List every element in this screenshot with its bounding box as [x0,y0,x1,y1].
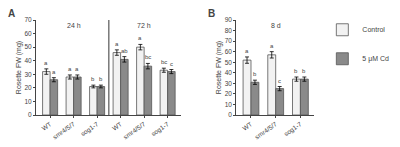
svg-text:a: a [270,43,274,49]
svg-text:30: 30 [225,80,233,87]
svg-text:b: b [99,76,103,82]
svg-text:Control: Control [362,26,385,33]
svg-text:a: a [68,66,72,72]
svg-text:ab: ab [121,48,128,54]
svg-text:10: 10 [225,101,233,108]
svg-text:A: A [8,8,15,19]
svg-text:80: 80 [225,27,233,34]
svg-text:c: c [278,78,281,84]
svg-text:b: b [253,71,257,77]
svg-text:b: b [302,68,306,74]
svg-text:a: a [44,60,48,66]
svg-text:0: 0 [228,111,232,118]
svg-text:70: 70 [225,37,233,44]
svg-text:5 μM Cd: 5 μM Cd [362,55,389,63]
svg-text:0: 0 [28,111,32,118]
svg-text:Rosette FW (mg): Rosette FW (mg) [15,41,23,94]
svg-text:10: 10 [24,98,32,105]
svg-text:smr4/5/7: smr4/5/7 [51,120,76,140]
svg-text:sog1-7: sog1-7 [150,120,171,138]
svg-text:bc: bc [161,59,167,65]
svg-text:40: 40 [225,69,233,76]
svg-text:c: c [170,61,173,67]
svg-text:WT: WT [40,120,52,132]
svg-text:bc: bc [145,54,151,60]
svg-text:30: 30 [24,71,32,78]
svg-text:72 h: 72 h [137,22,151,29]
svg-text:50: 50 [24,43,32,50]
svg-text:sog1-7: sog1-7 [79,120,100,138]
svg-text:Rosette FW (mg): Rosette FW (mg) [215,41,223,94]
svg-text:20: 20 [225,90,233,97]
svg-text:smr4/5/7: smr4/5/7 [253,120,278,140]
svg-text:a: a [138,35,142,41]
svg-text:sog1-7: sog1-7 [283,120,304,138]
svg-text:a: a [115,41,119,47]
svg-text:20: 20 [24,84,32,91]
svg-text:60: 60 [24,30,32,37]
svg-text:50: 50 [225,58,233,65]
svg-text:a: a [52,69,56,75]
svg-text:B: B [208,8,215,19]
svg-text:90: 90 [225,16,233,23]
svg-text:24 h: 24 h [67,22,81,29]
svg-text:b: b [91,76,95,82]
svg-text:60: 60 [225,48,233,55]
svg-text:8 d: 8 d [271,22,281,29]
svg-text:smr4/5/7: smr4/5/7 [122,120,147,140]
svg-text:WT: WT [111,120,123,132]
svg-text:b: b [294,68,298,74]
svg-text:a: a [245,48,249,54]
svg-text:40: 40 [24,57,32,64]
svg-text:70: 70 [24,16,32,23]
svg-text:a: a [75,66,79,72]
svg-text:WT: WT [241,120,253,132]
